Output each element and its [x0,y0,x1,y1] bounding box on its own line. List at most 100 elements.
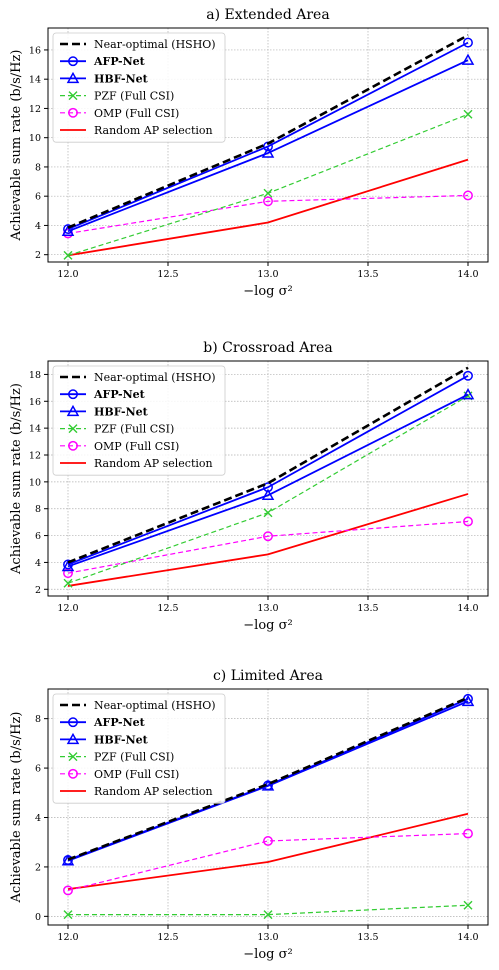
legend-entry: HBF-Net [60,71,149,85]
legend-entry: Random AP selection [60,785,213,798]
legend-label: AFP-Net [93,716,146,729]
legend-marker [68,56,78,67]
legend-box [52,693,226,804]
x-tick-label: 12.5 [157,932,178,943]
y-tick-label: 16 [29,45,41,56]
legend: Near-optimal (HSHO) AFP-Net HBF-Net PZF (Fu… [52,32,226,143]
legend-label: PZF (Full CSI) [94,90,174,103]
y-axis-label: Achievable sum rate (b/s/Hz) [9,50,24,242]
data-point [263,910,273,920]
y-tick-label: 8 [35,162,41,173]
legend-entry: AFP-Net [60,388,146,401]
y-tick-label: 8 [35,504,41,515]
legend: Near-optimal (HSHO) AFP-Net HBF-Net PZF (Fu… [52,365,226,476]
data-point [463,190,473,201]
chart-panel-3: 12.0 12.5 13.0 13.5 14.0 0 2 4 6 8 c) Limited Area… [9,668,489,962]
data-point [263,836,273,846]
legend-label: HBF-Net [94,405,149,418]
series-random-ap-selection [67,493,469,587]
legend-marker [68,107,78,118]
legend-marker [68,424,78,434]
series-random-ap-selection [67,158,469,257]
data-point [461,388,475,400]
legend-label: Near-optimal (HSHO) [94,699,216,712]
legend-label: Random AP selection [94,785,213,798]
legend-label: PZF (Full CSI) [94,423,174,436]
series-hbf-net [61,53,475,237]
x-tick-label: 13.5 [357,603,378,614]
legend-entry: Near-optimal (HSHO) [60,38,216,51]
y-axis-label: Achievable sum rate (b/s/Hz) [9,383,24,575]
series-line [67,41,469,230]
legend-entry: HBF-Net [60,732,149,746]
x-tick-label: 13.0 [257,269,278,280]
legend-entry: PZF (Full CSI) [60,423,174,436]
legend-entry: Near-optimal (HSHO) [60,371,216,384]
y-tick-label: 6 [35,531,41,542]
legend-marker [68,752,78,762]
x-tick-label: 14.0 [457,603,478,614]
series-afp-net [63,370,473,570]
data-point [463,370,473,381]
y-tick-label: 10 [29,133,41,144]
series-random-ap-selection [67,812,469,891]
x-tick-label: 12.5 [157,603,178,614]
y-tick-label: 2 [35,585,41,596]
x-tick-label: 13.5 [357,269,378,280]
data-point [63,578,73,588]
legend-marker [66,732,80,745]
x-tick-label: 12.5 [157,269,178,280]
x-tick-label: 14.0 [457,269,478,280]
legend-label: Near-optimal (HSHO) [94,371,216,384]
y-tick-label: 18 [29,370,41,381]
series-line [67,812,469,891]
series-line [68,904,469,916]
x-tick-label: 12.0 [57,932,78,943]
y-tick-label: 6 [35,192,41,203]
legend-label: Random AP selection [94,124,213,137]
legend-entry: Near-optimal (HSHO) [60,699,216,712]
chart-panel-1: 12.0 12.5 13.0 13.5 14.0 2 4 6 8 10 12 14 16 a) Exten… [9,7,489,299]
legend: Near-optimal (HSHO) AFP-Net HBF-Net PZF (Fu… [52,693,226,804]
legend-entry: OMP (Full CSI) [60,107,179,120]
series-line [67,393,469,568]
x-tick-label: 13.5 [357,932,378,943]
legend-marker [68,440,78,451]
legend-marker [66,404,80,417]
legend-entry: PZF (Full CSI) [60,751,174,764]
series-pzf-full-csi [63,900,473,920]
data-point [263,531,273,542]
y-tick-label: 12 [29,451,41,462]
legend-label: Random AP selection [94,457,213,470]
legend-entry: PZF (Full CSI) [60,90,174,103]
y-tick-label: 14 [29,424,41,435]
legend-label: HBF-Net [94,733,149,746]
x-axis-label: −log σ² [243,947,292,962]
legend-entry: Random AP selection [60,124,213,137]
legend-marker [68,389,78,400]
x-tick-label: 13.0 [257,603,278,614]
series-line [67,832,469,891]
legend-label: AFP-Net [93,388,146,401]
data-point [61,559,75,572]
legend-label: AFP-Net [93,55,146,68]
data-point [463,109,473,119]
chart-panel-2: 12.0 12.5 13.0 13.5 14.0 2 4 6 8 10 12 14 16 18 b) Cro… [9,340,489,633]
legend-marker [68,768,78,779]
data-point [461,53,475,65]
y-axis-label: Achievable sum rate (b/s/Hz) [9,712,24,904]
y-tick-label: 4 [35,558,41,569]
y-tick-label: 6 [35,764,41,775]
y-tick-label: 4 [35,221,41,232]
legend-entry: Random AP selection [60,457,213,470]
data-point [63,855,73,865]
series-line [67,194,469,235]
x-axis-label: −log σ² [243,284,292,299]
y-tick-label: 2 [35,250,41,261]
data-point [261,146,275,158]
x-tick-label: 14.0 [457,932,478,943]
series-omp-full-csi [63,828,473,896]
series-line [67,59,469,233]
data-point [263,482,273,493]
